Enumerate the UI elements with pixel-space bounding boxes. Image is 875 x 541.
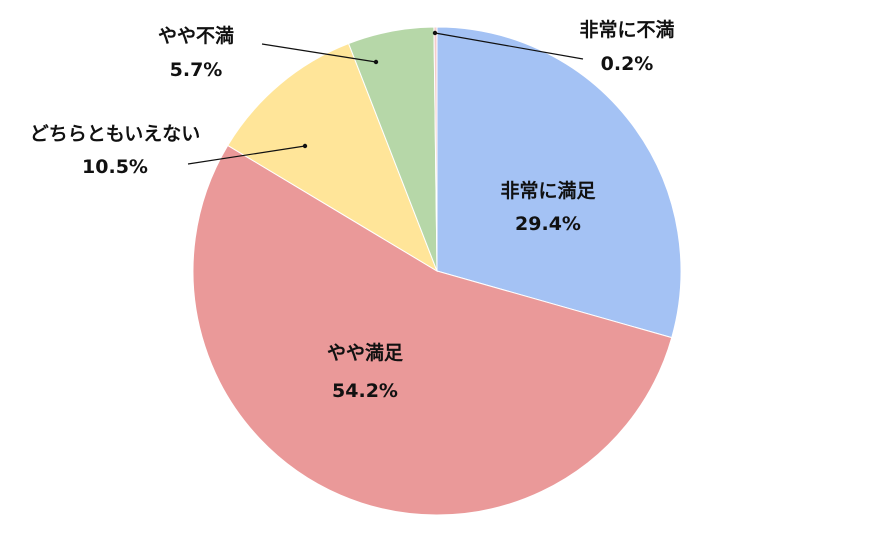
leader-line-very-dissatisfied xyxy=(434,32,584,60)
pie-slice-very-satisfied xyxy=(436,26,682,339)
slice-label-very-dissatisfied: 非常に不満 xyxy=(579,18,674,41)
leader-line-somewhat-dissatisfied-end xyxy=(373,59,379,65)
slice-value-neutral: 10.5% xyxy=(82,156,148,178)
slice-value-very-satisfied: 29.4% xyxy=(515,213,581,235)
pie-slice-neutral xyxy=(227,42,438,273)
pie-slice-somewhat-satisfied xyxy=(192,144,673,516)
slice-label-very-satisfied: 非常に満足 xyxy=(500,179,596,202)
slice-value-somewhat-dissatisfied: 5.7% xyxy=(170,59,223,81)
leader-line-very-dissatisfied-end xyxy=(432,30,438,36)
slice-label-somewhat-satisfied: やや満足 xyxy=(327,342,404,364)
leader-line-somewhat-dissatisfied xyxy=(261,43,377,63)
leader-line-neutral-end xyxy=(302,143,308,149)
slice-label-somewhat-dissatisfied: やや不満 xyxy=(158,25,234,47)
slice-label-neutral: どちらともいえない xyxy=(30,123,201,145)
slice-value-somewhat-satisfied: 54.2% xyxy=(332,380,398,402)
pie-slice-very-dissatisfied xyxy=(433,26,438,272)
slice-value-very-dissatisfied: 0.2% xyxy=(601,53,654,75)
leader-line-neutral xyxy=(187,145,306,165)
